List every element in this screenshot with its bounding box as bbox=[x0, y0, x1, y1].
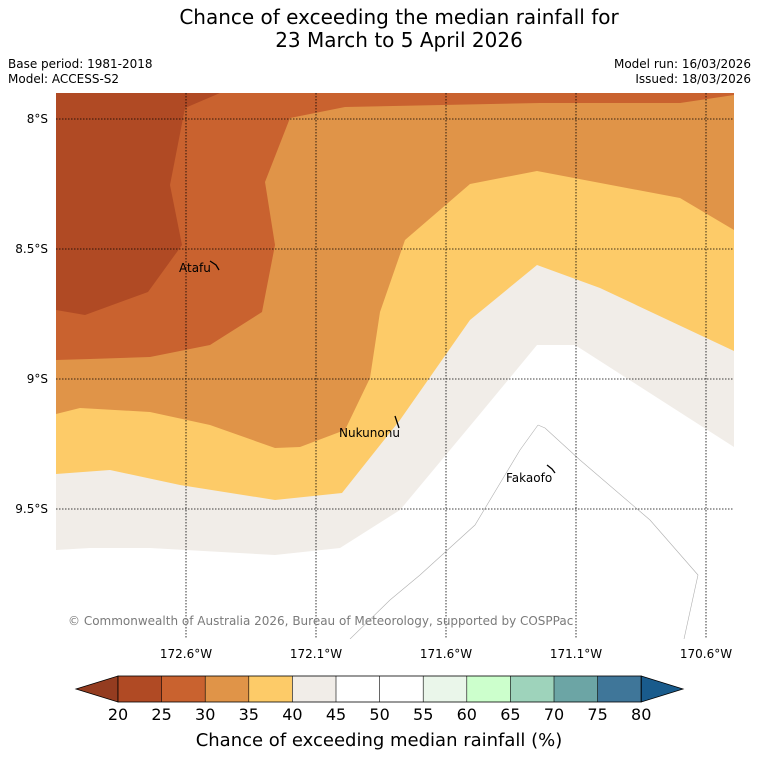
colorbar-tick: 25 bbox=[151, 705, 172, 724]
lon-label-170-6w: 170.6°W bbox=[679, 647, 733, 661]
contour-25-30 bbox=[56, 93, 734, 360]
colorbar-seg-30-35 bbox=[205, 676, 249, 702]
colorbar-seg-70-75 bbox=[554, 676, 598, 702]
colorbar-dividers bbox=[161, 676, 598, 702]
lat-label-8s: 8°S bbox=[26, 112, 48, 126]
lat-label-9-5s: 9.5°S bbox=[15, 502, 48, 516]
colorbar-seg-25-30 bbox=[161, 676, 206, 702]
colorbar-seg-40-45 bbox=[292, 676, 336, 702]
place-nukunonu: Nukunonu bbox=[339, 426, 400, 440]
contour-map bbox=[56, 93, 734, 639]
contour-20-25 bbox=[56, 93, 220, 315]
lon-label-172-1w: 172.1°W bbox=[289, 647, 343, 661]
colorbar-tick: 55 bbox=[413, 705, 434, 724]
model-run: Model run: 16/03/2026 bbox=[613, 57, 751, 71]
colorbar-tick: 70 bbox=[543, 705, 565, 724]
issued-date: Issued: 18/03/2026 bbox=[635, 72, 751, 86]
lon-label-172-6w: 172.6°W bbox=[159, 647, 213, 661]
title-line-2: 23 March to 5 April 2026 bbox=[275, 28, 523, 52]
colorbar-under-arrow bbox=[74, 675, 119, 703]
colorbar-tick: 35 bbox=[238, 705, 259, 724]
colorbar-seg-60-65 bbox=[466, 676, 511, 702]
colorbar-tick: 20 bbox=[107, 705, 129, 724]
colorbar-tick: 75 bbox=[587, 705, 608, 724]
title-line-1: Chance of exceeding the median rainfall … bbox=[179, 5, 619, 29]
lon-label-171-6w: 171.6°W bbox=[419, 647, 473, 661]
nukunonu-island-shape bbox=[394, 415, 400, 429]
fakaofo-island-shape bbox=[546, 464, 556, 474]
colorbar-tick: 40 bbox=[282, 705, 303, 724]
copyright-notice: © Commonwealth of Australia 2026, Bureau… bbox=[68, 614, 574, 628]
colorbar-tick: 45 bbox=[325, 705, 347, 724]
place-fakaofo: Fakaofo bbox=[506, 471, 553, 485]
lon-label-171-1w: 171.1°W bbox=[549, 647, 603, 661]
gridlines bbox=[56, 93, 734, 639]
colorbar bbox=[74, 675, 685, 703]
colorbar-seg-20-25 bbox=[118, 676, 162, 702]
colorbar-tick: 30 bbox=[195, 705, 216, 724]
colorbar-seg-50-55 bbox=[379, 676, 424, 702]
base-period: Base period: 1981-2018 bbox=[8, 57, 153, 71]
colorbar-seg-55-60 bbox=[423, 676, 467, 702]
colorbar-seg-75-80 bbox=[597, 676, 642, 702]
colorbar-tick: 65 bbox=[500, 705, 521, 724]
meta-left: Base period: 1981-2018 Model: ACCESS-S2 bbox=[8, 57, 153, 87]
lat-label-9s: 9°S bbox=[26, 372, 48, 386]
fakaofo-outline bbox=[349, 424, 699, 639]
map-title: Chance of exceeding the median rainfall … bbox=[0, 6, 758, 52]
model-name: Model: ACCESS-S2 bbox=[8, 72, 120, 86]
colorbar-label: Chance of exceeding median rainfall (%) bbox=[195, 730, 563, 751]
atafu-island-shape bbox=[209, 260, 220, 271]
colorbar-tick: 60 bbox=[456, 705, 477, 724]
place-atafu: Atafu bbox=[179, 261, 211, 275]
colorbar-seg-35-40 bbox=[248, 676, 293, 702]
lat-label-8-5s: 8.5°S bbox=[15, 242, 48, 256]
colorbar-tick: 80 bbox=[631, 705, 652, 724]
colorbar-seg-65-70 bbox=[510, 676, 554, 702]
meta-right: Model run: 16/03/2026 Issued: 18/03/2026 bbox=[614, 57, 751, 87]
colorbar-seg-45-50 bbox=[336, 676, 380, 702]
colorbar-tick: 50 bbox=[369, 705, 390, 724]
colorbar-over-arrow bbox=[640, 675, 685, 703]
